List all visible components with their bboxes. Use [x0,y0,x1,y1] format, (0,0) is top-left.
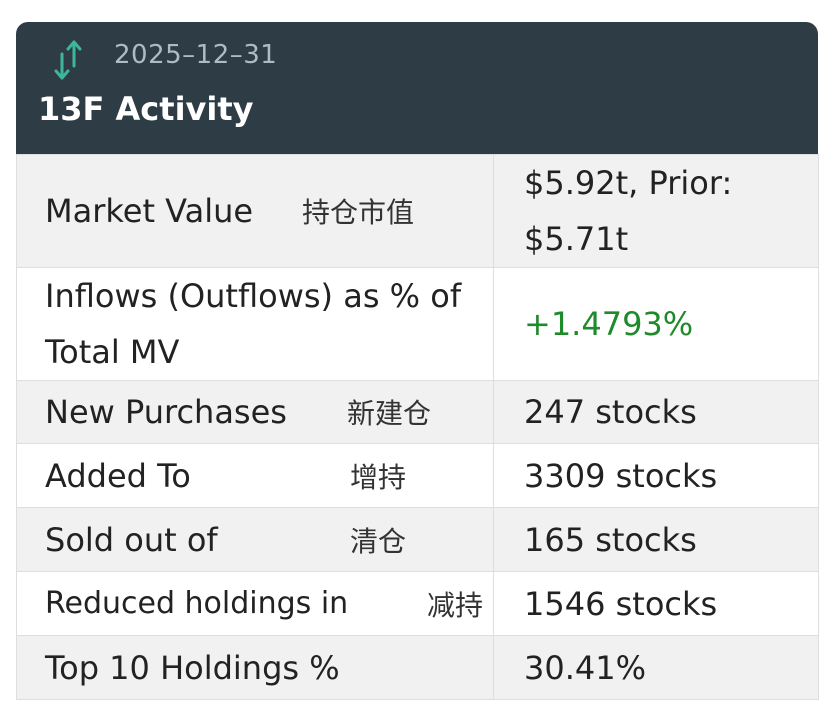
row-value: 165 stocks [524,520,697,559]
row-label-zh: 增持 [350,460,407,494]
table-row: Inflows (Outflows) as % of Total MV +1.4… [16,267,819,381]
table-row: Top 10 Holdings % 30.41% [16,635,819,700]
row-value: $5.92t, Prior: $5.71t [524,164,733,258]
row-label-cell: Added To 增持 [16,443,494,508]
row-value-cell: 3309 stocks [493,443,819,508]
row-label-cell: New Purchases 新建仓 [16,380,494,444]
activity-table: Market Value 持仓市值 $5.92t, Prior: $5.71t … [16,154,819,700]
row-value-cell: +1.4793% [493,267,819,381]
row-value: 3309 stocks [524,456,718,495]
row-label: Sold out of [45,520,218,559]
row-label: Reduced holdings in [45,585,349,621]
row-label: Added To [45,456,191,495]
row-label-zh: 新建仓 [347,397,432,430]
up-down-arrows-icon [52,40,84,80]
row-label-zh: 减持 [427,588,484,622]
card-title: 13F Activity [38,90,254,128]
row-label: New Purchases [45,393,287,431]
row-label-cell: Inflows (Outflows) as % of Total MV [16,267,494,381]
row-label: Inflows (Outflows) as % of Total MV [45,277,462,371]
row-label: Market Value [45,192,254,230]
row-value: 30.41% [524,648,647,687]
row-label-zh: 持仓市值 [302,196,415,229]
table-row: Market Value 持仓市值 $5.92t, Prior: $5.71t [16,154,819,268]
row-value: +1.4793% [524,305,694,343]
row-label: Top 10 Holdings % [45,648,340,687]
row-value-cell: 30.41% [493,635,819,700]
row-value-cell: 165 stocks [493,507,819,572]
row-label-zh: 清仓 [350,524,407,558]
row-value: 247 stocks [524,393,697,431]
table-row: Sold out of 清仓 165 stocks [16,507,819,572]
row-value-cell: 1546 stocks [493,571,819,636]
table-row: New Purchases 新建仓 247 stocks [16,380,819,444]
row-label-cell: Top 10 Holdings % [16,635,494,700]
row-label-cell: Sold out of 清仓 [16,507,494,572]
table-row: Added To 增持 3309 stocks [16,443,819,508]
card-header: 2025–12–31 13F Activity [16,22,818,154]
table-row: Reduced holdings in 减持 1546 stocks [16,571,819,636]
row-value-cell: $5.92t, Prior: $5.71t [493,154,819,268]
activity-card: 2025–12–31 13F Activity Market Value 持仓市… [16,22,819,700]
row-label-cell: Reduced holdings in 减持 [16,571,494,636]
row-value: 1546 stocks [524,584,718,623]
row-label-cell: Market Value 持仓市值 [16,154,494,268]
report-date: 2025–12–31 [114,40,278,70]
row-value-cell: 247 stocks [493,380,819,444]
